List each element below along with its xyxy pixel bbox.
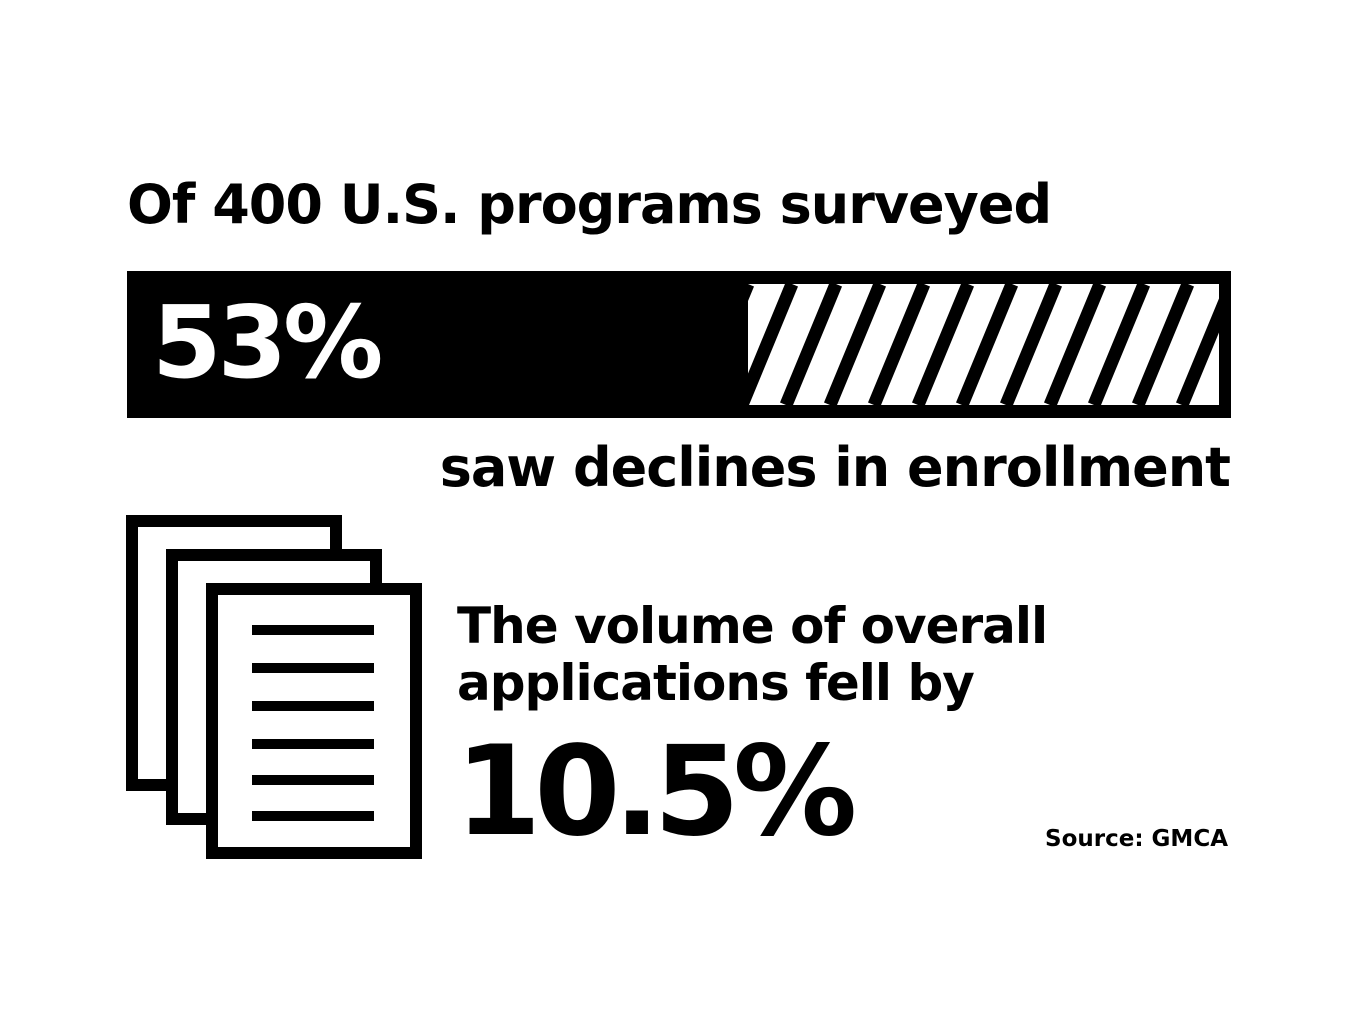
applications-decline-value: 10.5%	[455, 720, 857, 864]
progress-fill	[127, 271, 712, 418]
enrollment-progress-bar: 53%	[127, 271, 1231, 418]
hatch-line	[867, 284, 931, 405]
hatch-pattern	[748, 284, 1219, 405]
hatch-line	[911, 284, 975, 405]
hatch-line	[955, 284, 1019, 405]
stacked-documents-icon	[126, 515, 422, 859]
hatch-line	[1043, 284, 1107, 405]
hatch-line	[748, 284, 799, 405]
applications-line-2: applications fell by	[457, 654, 975, 712]
source-credit: Source: GMCA	[1045, 826, 1228, 852]
hatch-line	[1131, 284, 1195, 405]
hatch-line	[823, 284, 887, 405]
hatch-line	[999, 284, 1063, 405]
applications-description: The volume of overall applications fell …	[457, 597, 1048, 712]
hatch-line	[779, 284, 843, 405]
progress-caption: saw declines in enrollment	[439, 436, 1231, 499]
progress-remainder-hatched	[748, 284, 1219, 405]
progress-value-label: 53%	[152, 284, 383, 401]
headline: Of 400 U.S. programs surveyed	[127, 173, 1052, 236]
applications-line-1: The volume of overall	[457, 597, 1048, 655]
hatch-line	[1087, 284, 1151, 405]
hatch-line	[1175, 298, 1219, 405]
